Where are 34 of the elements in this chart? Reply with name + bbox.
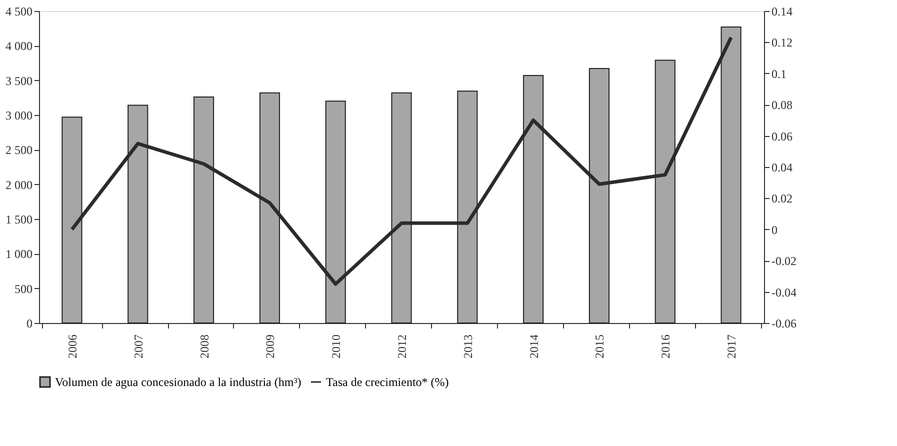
x-tick-label: 2014 <box>526 334 541 358</box>
x-tick-label: 2016 <box>658 334 673 358</box>
y-tick-label: 1 500 <box>6 212 32 226</box>
y-tick-label: 3 500 <box>6 74 32 88</box>
y2-tick-label: 0.14 <box>772 4 792 18</box>
x-tick-label: 2008 <box>197 334 212 358</box>
x-tick-label: 2006 <box>65 334 80 358</box>
y-tick-label: 1 000 <box>6 247 32 262</box>
y2-tick-label: 0.04 <box>772 160 792 174</box>
y2-tick-label: -0.06 <box>772 316 796 330</box>
x-tick-label: 2007 <box>131 334 146 358</box>
legend-label: Tasa de crecimiento* (%) <box>326 375 449 389</box>
x-tick-label: 2012 <box>395 334 409 358</box>
y2-tick-label: 0.08 <box>772 98 792 112</box>
y2-tick-label: 0.12 <box>772 36 792 50</box>
y2-tick-label: 0.02 <box>772 192 792 206</box>
y-tick-label: 500 <box>14 282 32 296</box>
y-tick-label: 4 000 <box>6 39 32 54</box>
y2-tick-label: 0 <box>772 222 778 237</box>
legend-label: Volumen de agua concesionado a la industria (hm³) <box>55 375 302 389</box>
y2-tick-label: -0.02 <box>772 254 796 268</box>
y2-tick-label: -0.04 <box>772 285 796 300</box>
x-tick-label: 2015 <box>592 334 607 358</box>
x-tick-label: 2009 <box>263 334 278 358</box>
x-tick-label: 2013 <box>460 334 475 358</box>
y-tick-label: 0 <box>26 316 32 330</box>
x-tick-label: 2017 <box>724 334 739 358</box>
y-tick-label: 2 500 <box>6 143 32 158</box>
x-tick-label: 2010 <box>329 334 344 358</box>
y-tick-label: 4 500 <box>6 4 32 18</box>
y2-tick-label: 0.06 <box>772 129 792 144</box>
y-tick-label: 3 000 <box>6 108 32 122</box>
y2-tick-label: 0.1 <box>772 66 786 81</box>
y-tick-label: 2 000 <box>6 178 32 192</box>
